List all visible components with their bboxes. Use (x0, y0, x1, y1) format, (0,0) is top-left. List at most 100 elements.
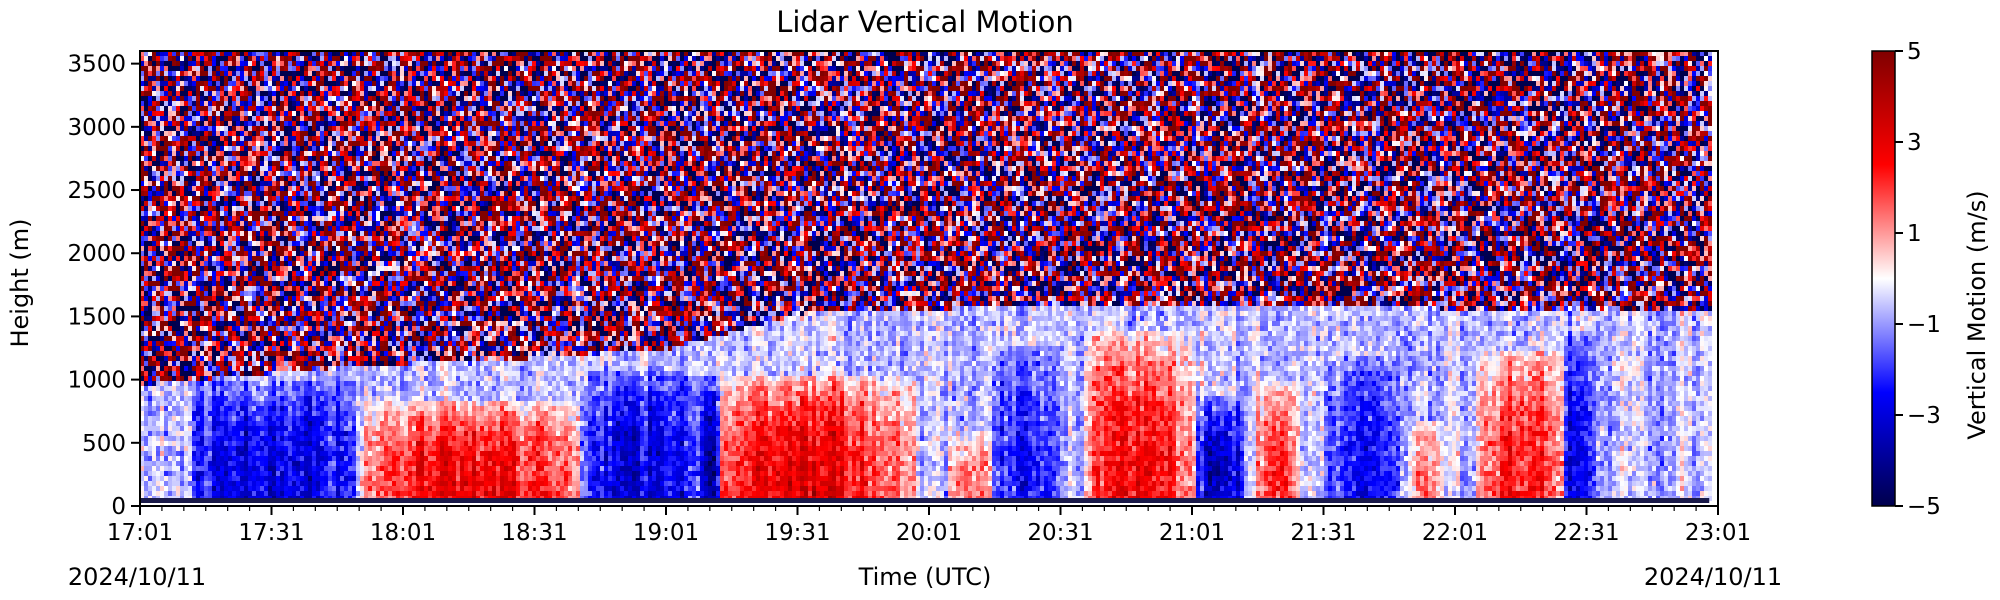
heatmap-cell-1271 (196, 106, 200, 111)
heatmap-cell-1528 (204, 491, 208, 496)
heatmap-cell-1601 (208, 406, 212, 411)
heatmap-cell-4974 (360, 171, 364, 176)
heatmap-cell-3652 (300, 311, 304, 316)
heatmap-cell-4791 (352, 156, 356, 161)
heatmap-cell-3985 (316, 176, 320, 181)
heatmap-cell-4881 (356, 156, 360, 161)
heatmap-cell-3250 (284, 101, 288, 106)
heatmap-cell-3626 (300, 181, 304, 186)
heatmap-cell-2844 (264, 321, 268, 326)
heatmap-cell-2147 (232, 436, 236, 441)
heatmap-cell-1147 (188, 386, 192, 391)
heatmap-cell-2430 (248, 51, 252, 56)
heatmap-cell-127 (144, 236, 148, 241)
heatmap-cell-2394 (244, 321, 248, 326)
heatmap-cell-285 (152, 126, 156, 131)
heatmap-cell-3801 (308, 156, 312, 161)
heatmap-cell-613 (164, 416, 168, 421)
heatmap-cell-4523 (340, 166, 344, 171)
heatmap-cell-2940 (268, 351, 272, 356)
heatmap-cell-3938 (312, 391, 316, 396)
heatmap-cell-264 (148, 471, 152, 476)
heatmap-cell-2025 (228, 276, 232, 281)
heatmap-cell-4344 (332, 171, 336, 176)
heatmap-cell-398 (156, 241, 160, 246)
heatmap-cell-1234 (192, 371, 196, 376)
heatmap-cell-4057 (320, 86, 324, 91)
heatmap-cell-1554 (208, 171, 212, 176)
heatmap-cell-3829 (308, 296, 312, 301)
heatmap-cell-1475 (204, 226, 208, 231)
heatmap-cell-3708 (304, 141, 308, 146)
heatmap-cell-788 (172, 391, 176, 396)
heatmap-cell-2029 (228, 296, 232, 301)
heatmap-cell-1801 (220, 56, 224, 61)
heatmap-cell-2582 (252, 361, 256, 366)
heatmap-cell-1805 (220, 76, 224, 81)
heatmap-cell-1726 (216, 131, 220, 136)
heatmap-cell-4334 (332, 121, 336, 126)
heatmap-cell-3632 (300, 211, 304, 216)
heatmap-cell-4728 (348, 291, 352, 296)
heatmap-cell-93 (144, 66, 148, 71)
heatmap-cell-4831 (352, 356, 356, 361)
heatmap-cell-3067 (276, 86, 280, 91)
heatmap-cell-1217 (192, 286, 196, 291)
heatmap-cell-2951 (268, 406, 272, 411)
heatmap-cell-2787 (260, 486, 264, 491)
heatmap-cell-2587 (252, 386, 256, 391)
heatmap-cell-4822 (352, 311, 356, 316)
heatmap-cell-1330 (196, 401, 200, 406)
heatmap-cell-2652 (256, 261, 260, 266)
heatmap-cell-3678 (300, 441, 304, 446)
heatmap-cell-3018 (272, 291, 276, 296)
heatmap-cell-4225 (324, 476, 328, 481)
heatmap-cell-2043 (228, 366, 232, 371)
heatmap-cell-2824 (264, 221, 268, 226)
heatmap-cell-1715 (216, 76, 220, 81)
heatmap-cell-766 (172, 281, 176, 286)
heatmap-cell-1080 (188, 51, 192, 56)
heatmap-cell-4956 (360, 81, 364, 86)
heatmap-cell-3906 (312, 231, 316, 236)
heatmap-cell-1161 (188, 456, 192, 461)
heatmap-cell-1543 (208, 116, 212, 121)
heatmap-cell-2028 (228, 291, 232, 296)
heatmap-cell-3818 (308, 241, 312, 246)
heatmap-cell-4878 (356, 141, 360, 146)
heatmap-cell-308 (152, 241, 156, 246)
heatmap-cell-4576 (340, 431, 344, 436)
heatmap-cell-4348 (332, 191, 336, 196)
heatmap-cell-4697 (348, 136, 352, 141)
heatmap-cell-2048 (228, 391, 232, 396)
heatmap-cell-2612 (256, 61, 260, 66)
heatmap-cell-1089 (188, 96, 192, 101)
heatmap-cell-582 (164, 261, 168, 266)
heatmap-cell-642 (168, 111, 172, 116)
heatmap-cell-1212 (192, 261, 196, 266)
heatmap-cell-3931 (312, 356, 316, 361)
heatmap-cell-2324 (240, 421, 244, 426)
heatmap-cell-1165 (188, 476, 192, 481)
heatmap-cell-3071 (276, 106, 280, 111)
heatmap-cell-3781 (308, 56, 312, 61)
heatmap-cell-1537 (208, 86, 212, 91)
heatmap-cell-3910 (312, 251, 316, 256)
heatmap-cell-2586 (252, 381, 256, 386)
heatmap-cell-4772 (352, 61, 356, 66)
heatmap-cell-38 (140, 241, 144, 246)
heatmap-cell-1334 (196, 421, 200, 426)
heatmap-cell-2877 (264, 486, 268, 491)
heatmap-cell-2498 (248, 391, 252, 396)
heatmap-cell-3389 (288, 346, 292, 351)
heatmap-cell-4702 (348, 161, 352, 166)
heatmap-cell-2731 (260, 206, 264, 211)
heatmap-cell-1977 (224, 486, 228, 491)
heatmap-cell-1199 (192, 196, 196, 201)
heatmap-cell-861 (176, 306, 180, 311)
heatmap-cell-3997 (316, 236, 320, 241)
heatmap-cell-2675 (256, 376, 260, 381)
heatmap-cell-521 (160, 406, 164, 411)
heatmap-cell-2775 (260, 426, 264, 431)
heatmap-cell-4920 (356, 351, 360, 356)
